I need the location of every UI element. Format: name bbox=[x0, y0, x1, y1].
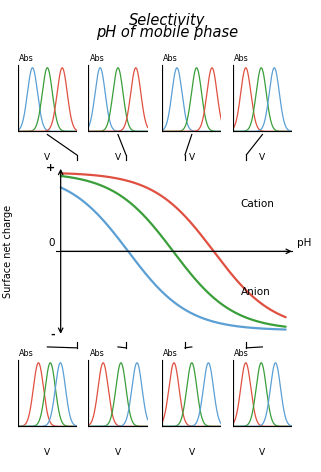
Text: V: V bbox=[44, 153, 50, 162]
Text: 0: 0 bbox=[48, 238, 55, 248]
Text: Selectivity: Selectivity bbox=[129, 13, 205, 28]
Text: Abs: Abs bbox=[234, 54, 249, 63]
Text: +: + bbox=[46, 163, 55, 173]
Text: Abs: Abs bbox=[90, 349, 104, 358]
Text: V: V bbox=[259, 153, 265, 162]
Text: V: V bbox=[189, 153, 195, 162]
Text: Cation: Cation bbox=[241, 199, 274, 209]
Text: pH: pH bbox=[297, 238, 311, 248]
Text: -: - bbox=[50, 329, 55, 339]
Text: Abs: Abs bbox=[19, 54, 34, 63]
Text: Anion: Anion bbox=[241, 287, 270, 297]
Text: V: V bbox=[115, 153, 121, 162]
Text: V: V bbox=[115, 447, 121, 457]
Text: Abs: Abs bbox=[234, 349, 249, 358]
Text: Abs: Abs bbox=[19, 349, 34, 358]
Text: V: V bbox=[189, 447, 195, 457]
Text: Abs: Abs bbox=[163, 349, 178, 358]
Text: V: V bbox=[44, 447, 50, 457]
Text: V: V bbox=[259, 447, 265, 457]
Text: pH of mobile phase: pH of mobile phase bbox=[96, 25, 238, 40]
Text: Abs: Abs bbox=[90, 54, 104, 63]
Text: Surface net charge: Surface net charge bbox=[3, 205, 13, 298]
Text: Abs: Abs bbox=[163, 54, 178, 63]
